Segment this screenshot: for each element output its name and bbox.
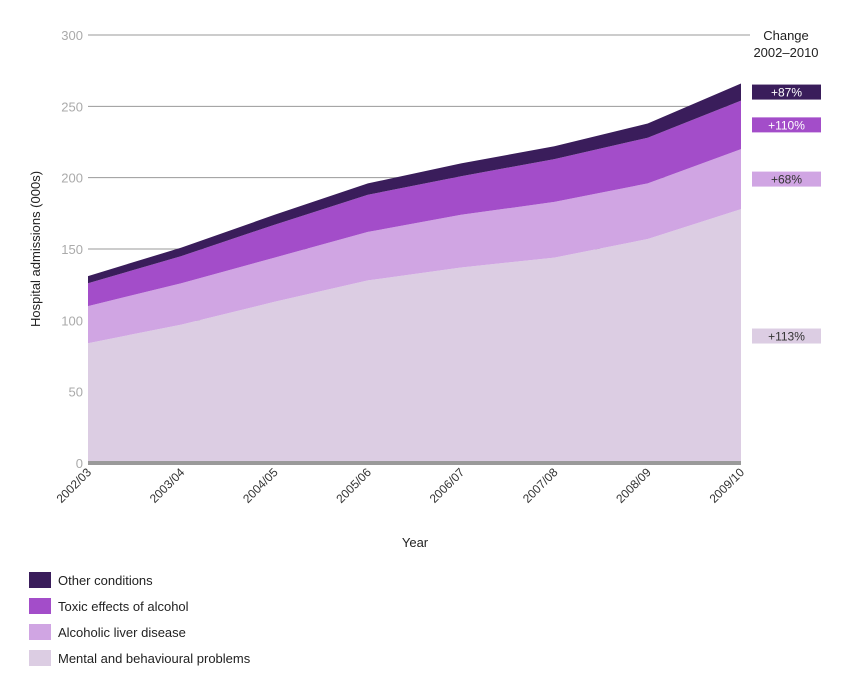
change-badges: +87% +110% +68% +113%: [752, 84, 821, 344]
x-tick-label: 2007/08: [520, 465, 561, 506]
y-tick-label: 100: [61, 313, 83, 328]
x-tick-label: 2003/04: [147, 465, 188, 506]
legend-swatch: [29, 624, 51, 640]
y-tick-label: 200: [61, 171, 83, 186]
y-tick-label: 0: [76, 456, 83, 471]
legend-item: Toxic effects of alcohol: [29, 593, 250, 619]
x-tick-label: 2009/10: [707, 465, 748, 506]
change-badge: [752, 171, 821, 187]
stacked-area-chart: 0 50 100 150 200 250 300 2002/03 2003/04 2004/05…: [28, 28, 821, 550]
change-badge-text: +110%: [768, 118, 805, 132]
y-axis-title: Hospital admissions (000s): [28, 171, 43, 327]
y-tick-label: 50: [69, 385, 83, 400]
x-tick-label: 2006/07: [427, 465, 468, 506]
x-tick-label: 2008/09: [613, 465, 654, 506]
legend: Other conditions Toxic effects of alcohol…: [29, 567, 250, 671]
change-badge-text: +113%: [768, 330, 805, 344]
change-badge-text: +68%: [771, 173, 802, 187]
y-tick-labels: 0 50 100 150 200 250 300: [61, 28, 83, 471]
area-layers: [88, 83, 741, 465]
change-badge: [752, 117, 821, 133]
area-series-2: [88, 100, 741, 307]
legend-label: Other conditions: [58, 572, 153, 588]
legend-swatch: [29, 598, 51, 614]
area-series-1: [88, 149, 741, 344]
area-series-0: [88, 209, 741, 463]
change-header-line: 2002–2010: [753, 45, 818, 60]
change-header-line: Change: [763, 28, 809, 43]
change-header: Change 2002–2010: [753, 28, 818, 60]
area-series-3: [88, 83, 741, 284]
change-badge-text: +87%: [771, 86, 802, 100]
change-badge: [752, 328, 821, 344]
legend-label: Mental and behavioural problems: [58, 650, 251, 666]
x-tick-labels: 2002/03 2003/04 2004/05 2005/06 2006/07 2007/…: [54, 465, 748, 506]
x-tick-label: 2005/06: [333, 465, 374, 506]
legend-label: Alcoholic liver disease: [58, 624, 186, 640]
x-tick-label: 2004/05: [240, 465, 281, 506]
change-badge: [752, 84, 821, 100]
legend-swatch: [29, 572, 51, 588]
y-tick-label: 300: [61, 28, 83, 43]
y-tick-label: 250: [61, 99, 83, 114]
legend-item: Alcoholic liver disease: [29, 619, 250, 645]
legend-label: Toxic effects of alcohol: [58, 598, 189, 614]
x-tick-label: 2002/03: [54, 465, 95, 506]
legend-swatch: [29, 650, 51, 666]
legend-item: Other conditions: [29, 567, 250, 593]
y-tick-label: 150: [61, 242, 83, 257]
x-axis-title: Year: [402, 535, 429, 550]
legend-item: Mental and behavioural problems: [29, 645, 250, 671]
